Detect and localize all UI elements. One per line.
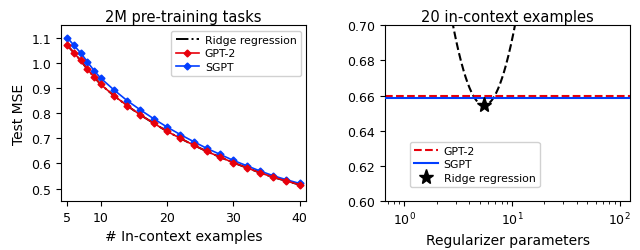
- GPT-2: [230, 162, 237, 164]
- Ridge regression: [150, 122, 157, 125]
- Ridge regression: [216, 156, 224, 159]
- Legend: GPT-2, SGPT, Ridge regression: GPT-2, SGPT, Ridge regression: [410, 142, 540, 187]
- GPT-2: [124, 105, 131, 108]
- Y-axis label: Test MSE: Test MSE: [12, 83, 26, 144]
- SGPT: [83, 61, 91, 64]
- SGPT: [189, 140, 197, 143]
- GPT-2: [203, 150, 211, 153]
- GPT-2: [296, 184, 303, 186]
- Ridge regression: [70, 52, 78, 55]
- Ridge regression: [283, 180, 291, 183]
- GPT-2: [243, 166, 250, 170]
- Ridge regression: [256, 172, 264, 174]
- GPT-2: [163, 130, 171, 133]
- SGPT: [70, 45, 78, 48]
- GPT-2: [401, 95, 408, 98]
- Ridge regression: [77, 60, 84, 63]
- SGPT: [97, 77, 104, 80]
- SGPT: [63, 37, 71, 40]
- SGPT: [216, 153, 224, 156]
- Line: SGPT: SGPT: [65, 36, 302, 186]
- Ridge regression: [97, 84, 104, 86]
- Line: GPT-2: GPT-2: [65, 44, 302, 188]
- GPT-2: [150, 122, 157, 125]
- Ridge regression: [124, 105, 131, 108]
- Ridge regression: [230, 162, 237, 164]
- GPT-2: [256, 172, 264, 174]
- SGPT: [124, 100, 131, 103]
- GPT-2: [189, 144, 197, 147]
- SGPT: [401, 97, 408, 100]
- SGPT: [243, 164, 250, 168]
- GPT-2: [97, 84, 104, 86]
- X-axis label: # In-context examples: # In-context examples: [105, 230, 262, 243]
- SGPT: [256, 170, 264, 173]
- Title: 2M pre-training tasks: 2M pre-training tasks: [106, 10, 262, 25]
- X-axis label: Regularizer parameters: Regularizer parameters: [426, 233, 589, 247]
- Line: Ridge regression: Ridge regression: [67, 46, 300, 185]
- Ridge regression: [110, 95, 118, 98]
- GPT-2: [283, 180, 291, 183]
- SGPT: [136, 109, 144, 112]
- Ridge regression: [90, 76, 98, 79]
- SGPT: [296, 182, 303, 185]
- Ridge regression: [203, 150, 211, 153]
- Title: 20 in-context examples: 20 in-context examples: [421, 10, 594, 25]
- SGPT: [203, 147, 211, 150]
- Ridge regression: [296, 184, 303, 186]
- Ridge regression: [243, 166, 250, 170]
- SGPT: [77, 52, 84, 55]
- SGPT: [269, 174, 277, 178]
- SGPT: [177, 134, 184, 136]
- SGPT: [90, 70, 98, 73]
- GPT-2: [177, 137, 184, 140]
- Ridge regression: [136, 114, 144, 117]
- SGPT: [110, 89, 118, 92]
- Ridge regression: [63, 45, 71, 48]
- GPT-2: [70, 52, 78, 55]
- SGPT: [283, 178, 291, 182]
- Ridge regression: [163, 130, 171, 133]
- GPT-2: [63, 45, 71, 48]
- GPT-2: [83, 68, 91, 71]
- GPT-2: [269, 176, 277, 179]
- SGPT: [163, 126, 171, 129]
- GPT-2: [77, 60, 84, 63]
- GPT-2: [90, 76, 98, 79]
- Ridge regression: [189, 144, 197, 147]
- Legend: Ridge regression, GPT-2, SGPT: Ridge regression, GPT-2, SGPT: [172, 32, 301, 77]
- Ridge regression: [269, 176, 277, 179]
- Ridge regression: [177, 137, 184, 140]
- SGPT: [150, 118, 157, 121]
- GPT-2: [136, 114, 144, 117]
- GPT-2: [110, 95, 118, 98]
- GPT-2: [216, 156, 224, 159]
- SGPT: [230, 159, 237, 162]
- Ridge regression: [83, 68, 91, 71]
